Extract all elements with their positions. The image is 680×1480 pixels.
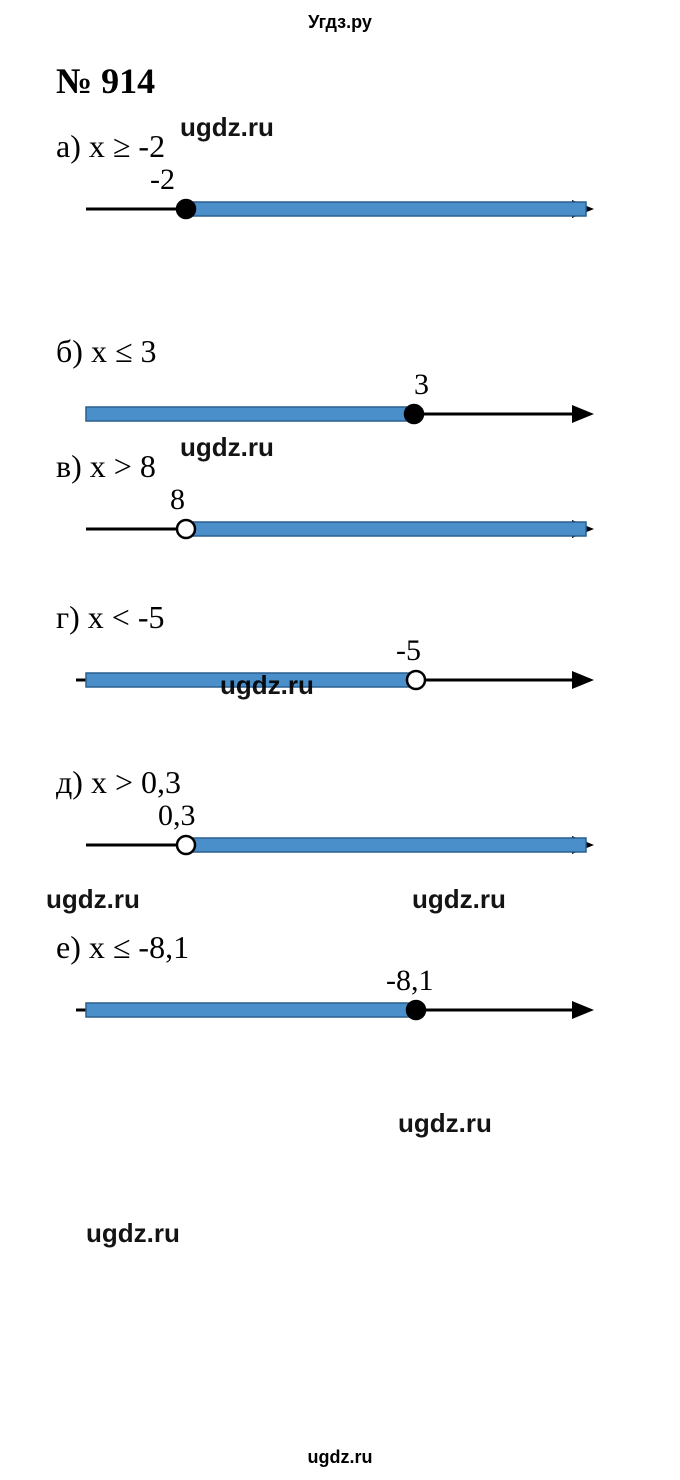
tick-label: 3 — [414, 370, 429, 400]
solution-band — [86, 673, 416, 687]
number-line: -8,1 — [56, 966, 596, 1026]
inequality-text: в) x > 8 — [56, 448, 650, 485]
open-point-icon — [407, 671, 425, 689]
inequality-text: а) x ≥ -2 — [56, 128, 650, 165]
tick-label: -2 — [150, 165, 175, 195]
solution-band — [86, 407, 414, 421]
number-line: 3 — [56, 370, 596, 430]
number-line-svg — [56, 966, 596, 1036]
open-point-icon — [177, 520, 195, 538]
problem-part: г) x < -5-5 — [56, 599, 650, 746]
tick-label: -8,1 — [386, 966, 434, 996]
site-footer: ugdz.ru — [0, 1447, 680, 1468]
solution-band — [186, 522, 586, 536]
problem-number: № 914 — [56, 60, 650, 102]
arrowhead-icon — [572, 1001, 594, 1019]
number-line-svg — [56, 801, 596, 871]
closed-point-icon — [177, 200, 195, 218]
problem-part: б) x ≤ 33 — [56, 333, 650, 430]
number-line-svg — [56, 370, 596, 440]
inequality-text: г) x < -5 — [56, 599, 650, 636]
site-header: Угдз.ру — [0, 12, 680, 33]
closed-point-icon — [405, 405, 423, 423]
solution-band — [86, 1003, 416, 1017]
number-line: 0,3 — [56, 801, 596, 861]
watermark-text: ugdz.ru — [398, 1108, 492, 1139]
problem-part: д) x > 0,30,3 — [56, 764, 650, 911]
number-line-svg — [56, 485, 596, 555]
spacer — [56, 225, 650, 315]
arrowhead-icon — [572, 671, 594, 689]
inequality-text: е) x ≤ -8,1 — [56, 929, 650, 966]
watermark-text: ugdz.ru — [86, 1218, 180, 1249]
number-line-svg — [56, 165, 596, 235]
solution-band — [186, 838, 586, 852]
tick-label: -5 — [396, 636, 421, 666]
open-point-icon — [177, 836, 195, 854]
inequality-text: б) x ≤ 3 — [56, 333, 650, 370]
number-line: 8 — [56, 485, 596, 545]
problem-part: а) x ≥ -2-2 — [56, 128, 650, 315]
tick-label: 8 — [170, 485, 185, 515]
solution-content: № 914 а) x ≥ -2-2 б) x ≤ 33 в) x > 88 г) x … — [56, 60, 650, 1044]
closed-point-icon — [407, 1001, 425, 1019]
problem-part: в) x > 88 — [56, 448, 650, 581]
number-line: -2 — [56, 165, 596, 225]
problem-part: е) x ≤ -8,1-8,1 — [56, 929, 650, 1026]
number-line-svg — [56, 636, 596, 706]
inequality-text: д) x > 0,3 — [56, 764, 650, 801]
tick-label: 0,3 — [158, 801, 196, 831]
parts-container: а) x ≥ -2-2 б) x ≤ 33 в) x > 88 г) x < -5-5… — [56, 128, 650, 1026]
arrowhead-icon — [572, 405, 594, 423]
solution-band — [186, 202, 586, 216]
number-line: -5 — [56, 636, 596, 696]
